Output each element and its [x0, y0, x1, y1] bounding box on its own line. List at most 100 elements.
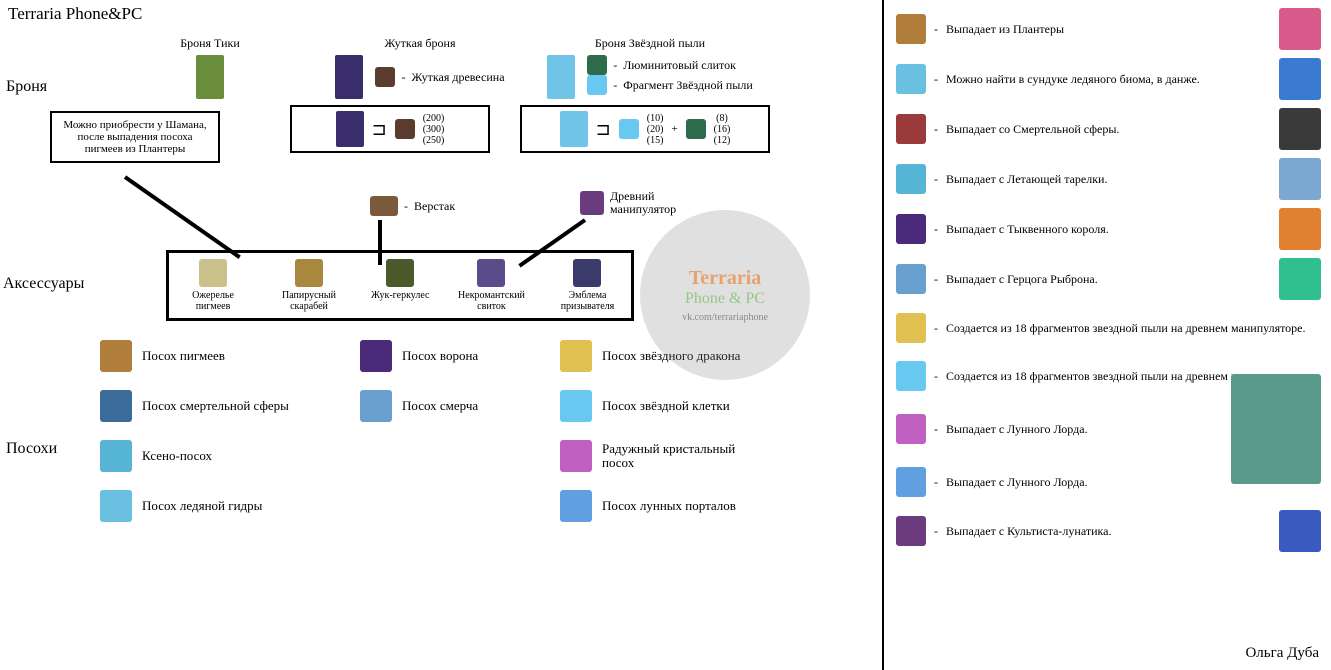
drop-item-icon [896, 414, 926, 444]
recipe-amounts: (8) (16) (12) [714, 113, 731, 146]
drop-row: -Выпадает с Тыквенного короля. [896, 208, 1321, 250]
watermark-link: vk.com/terrariaphone [682, 312, 768, 323]
staff-item: Посох смерча [360, 390, 478, 422]
staff-label: Посох смерча [402, 398, 478, 414]
staff-label: Посох ледяной гидры [142, 499, 262, 513]
drop-text: Выпадает с Лунного Лорда. [946, 422, 1223, 436]
drop-item-icon [896, 264, 926, 294]
armor-sprite-icon [335, 55, 363, 99]
accessory-item: Папирусный скарабей [275, 259, 343, 312]
drop-text: Выпадает с Герцога Рыброна. [946, 272, 1271, 286]
watermark-sub: Phone & PC [685, 290, 765, 308]
drop-row: -Выпадает со Смертельной сферы. [896, 108, 1321, 150]
station-label: Древний манипулятор [610, 190, 700, 216]
summoner-emblem-icon [573, 259, 601, 287]
drop-item-icon [896, 14, 926, 44]
armor-sprite-icon [336, 111, 364, 147]
wood-icon [395, 119, 415, 139]
separator: - [934, 272, 938, 287]
separator: - [934, 122, 938, 137]
manipulator-icon [580, 191, 604, 215]
staff-label: Радужный кристальный посох [602, 442, 752, 471]
papyrus-icon [295, 259, 323, 287]
separator: - [934, 172, 938, 187]
drop-item-icon [896, 214, 926, 244]
drop-text: Выпадает с Тыквенного короля. [946, 222, 1271, 236]
drop-row: -Создается из 18 фрагментов звездной пыл… [896, 308, 1321, 348]
station-manipulator: Древний манипулятор [580, 190, 700, 216]
armor-sprite-icon [547, 55, 575, 99]
author-credit: Ольга Дуба [1245, 645, 1319, 662]
separator: - [934, 422, 938, 437]
staff-label: Ксено-посох [142, 448, 212, 464]
armor-name: Броня Звёздной пыли [520, 36, 780, 51]
staff-label: Посох лунных порталов [602, 499, 736, 513]
staff-icon [360, 340, 392, 372]
recipe-amounts: (200) (300) (250) [423, 113, 445, 146]
drop-row: -Выпадает из Плантеры [896, 8, 1321, 50]
accessory-item: Некромантский свиток [457, 259, 525, 312]
section-armor-label: Броня [6, 78, 47, 96]
section-staffs-label: Посохи [6, 440, 57, 458]
accessory-label: Папирусный скарабей [275, 290, 343, 312]
separator: - [934, 321, 938, 336]
staff-item: Посох пигмеев [100, 340, 289, 372]
material-label: Жуткая древесина [411, 70, 504, 85]
drops-panel: -Выпадает из Плантеры -Можно найти в сунд… [896, 8, 1321, 560]
staff-item: Радужный кристальный посох [560, 440, 752, 472]
boss-icon [1279, 58, 1321, 100]
staff-label: Посох звёздной клетки [602, 399, 730, 413]
staff-label: Посох пигмеев [142, 348, 225, 364]
drop-row: -Выпадает с Лунного Лорда. [896, 404, 1321, 454]
staff-item: Посох звёздной клетки [560, 390, 752, 422]
accessory-item: Ожерелье пигмеев [179, 259, 247, 312]
vertical-divider [882, 0, 884, 670]
separator: - [934, 475, 938, 490]
material-row: - Люминитовый слиток [587, 55, 753, 75]
staff-icon [100, 390, 132, 422]
armor-col-spooky: Жуткая броня - Жуткая древесина ⊐ (200) … [290, 36, 550, 153]
boss-icon [1279, 258, 1321, 300]
boss-icon [1279, 158, 1321, 200]
luminite-icon [686, 119, 706, 139]
necromantic-scroll-icon [477, 259, 505, 287]
staff-icon [560, 490, 592, 522]
material-row: - Жуткая древесина [375, 67, 504, 87]
accessory-item: Жук-геркулес [371, 259, 429, 312]
armor-sprite-icon [196, 55, 224, 99]
recipe-box: ⊐ (200) (300) (250) [290, 105, 490, 153]
boss-icon [1279, 208, 1321, 250]
staff-icon [560, 440, 592, 472]
drop-row: -Можно найти в сундуке ледяного биома, в… [896, 58, 1321, 100]
separator: - [934, 72, 938, 87]
drop-item-icon [896, 313, 926, 343]
accessory-label: Эмблема призывателя [553, 290, 621, 312]
drop-item-icon [896, 114, 926, 144]
material-row: - Фрагмент Звёздной пыли [587, 75, 753, 95]
station-workbench: - Верстак [370, 196, 455, 216]
watermark-badge: Terraria Phone & PC vk.com/terrariaphone [640, 210, 810, 380]
boss-icon [1279, 108, 1321, 150]
separator: - [934, 222, 938, 237]
staff-item: Ксено-посох [100, 440, 289, 472]
staffs-left: Посох пигмеев Посох смертельной сферы Ксен… [100, 340, 289, 540]
material-label: Люминитовый слиток [623, 58, 736, 73]
boss-icon [1279, 510, 1321, 552]
staffs-mid: Посох ворона Посох смерча [360, 340, 478, 440]
stardust-fragment-icon [619, 119, 639, 139]
separator: - [934, 22, 938, 37]
separator: - [934, 369, 938, 384]
stardust-fragment-icon [587, 75, 607, 95]
separator: - [934, 524, 938, 539]
luminite-icon [587, 55, 607, 75]
recipe-amounts: (10) (20) (15) [647, 113, 664, 146]
drop-item-icon [896, 467, 926, 497]
drop-text: Выпадает с Летающей тарелки. [946, 172, 1271, 186]
accessory-label: Ожерелье пигмеев [179, 290, 247, 312]
staff-item: Посох лунных порталов [560, 490, 752, 522]
drop-row: -Выпадает с Герцога Рыброна. [896, 258, 1321, 300]
boss-icon [1279, 8, 1321, 50]
drop-text: Выпадает с Лунного Лорда. [946, 475, 1321, 489]
staff-item: Посох ворона [360, 340, 478, 372]
staff-item: Посох смертельной сферы [100, 390, 289, 422]
